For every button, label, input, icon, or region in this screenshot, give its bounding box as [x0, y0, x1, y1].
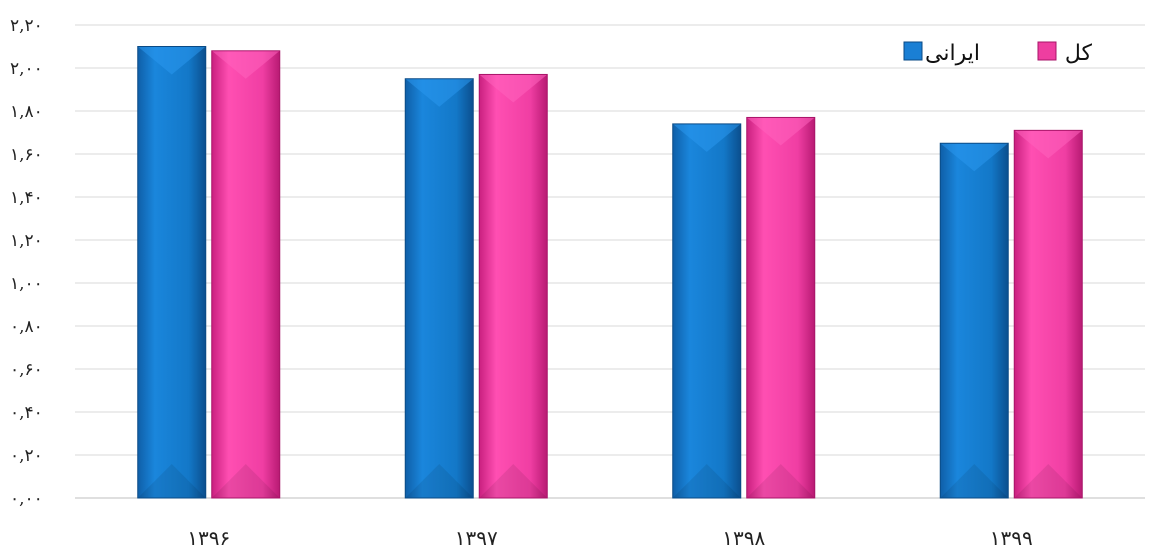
y-tick-label: ۰,۸۰ [10, 317, 43, 337]
bar-irani [939, 142, 1009, 499]
x-axis-labels: ۱۳۹۶ ۱۳۹۷ ۱۳۹۸ ۱۳۹۹ [187, 526, 1032, 549]
x-category-label: ۱۳۹۹ [990, 526, 1033, 549]
bar-kol [746, 116, 816, 499]
y-tick-label: ۲,۰۰ [10, 59, 43, 79]
bar-kol [1013, 129, 1083, 499]
legend: ایرانی کل [903, 41, 1093, 66]
legend-swatch [903, 41, 923, 61]
bar-kol [211, 50, 281, 499]
bar-irani [672, 123, 742, 499]
bars [137, 46, 1083, 499]
y-tick-label: ۰,۲۰ [10, 446, 43, 466]
legend-item: ایرانی [903, 41, 980, 66]
bar-irani [404, 78, 474, 499]
y-tick-label: ۱,۰۰ [10, 274, 43, 294]
legend-item: کل [1037, 41, 1093, 66]
y-tick-label: ۱,۸۰ [10, 102, 43, 122]
y-tick-label: ۱,۶۰ [10, 145, 43, 165]
x-category-label: ۱۳۹۷ [455, 526, 498, 549]
y-tick-label: ۲,۲۰ [10, 16, 43, 36]
legend-label: کل [1065, 41, 1093, 66]
bar-irani [137, 46, 207, 499]
y-axis-ticks: ۰,۰۰ ۰,۲۰ ۰,۴۰ ۰,۶۰ ۰,۸۰ ۱,۰۰ ۱,۲۰ ۱,۴۰ ۱,۶۰ ۱,۸۰… [10, 16, 43, 509]
y-tick-label: ۱,۴۰ [10, 188, 43, 208]
legend-swatch [1037, 41, 1057, 61]
y-tick-label: ۰,۴۰ [10, 403, 43, 423]
x-category-label: ۱۳۹۸ [722, 526, 765, 549]
bar-kol [478, 73, 548, 499]
y-tick-label: ۰,۰۰ [10, 489, 43, 509]
legend-label: ایرانی [925, 41, 980, 66]
y-tick-label: ۰,۶۰ [10, 360, 43, 380]
x-category-label: ۱۳۹۶ [187, 526, 230, 549]
y-tick-label: ۱,۲۰ [10, 231, 43, 251]
